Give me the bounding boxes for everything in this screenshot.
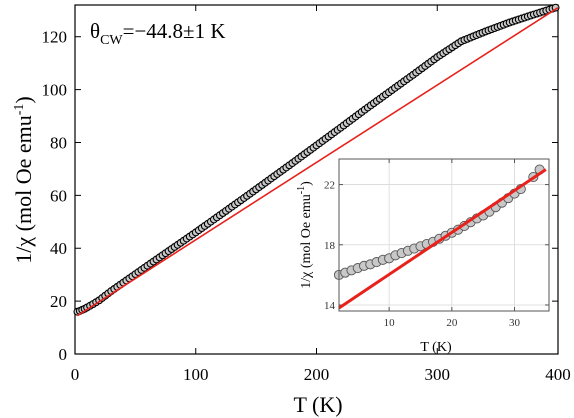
- main-x-tick-label: 100: [183, 365, 209, 384]
- theta-subscript: CW: [100, 33, 123, 48]
- main-y-axis-title: 1/χ (mol Oe emu-1): [11, 96, 36, 263]
- inset-grid: [339, 159, 549, 311]
- inset-x-axis-title: T (K): [420, 340, 452, 355]
- curie-weiss-annotation: θCW=−44.8±1 K: [90, 19, 226, 48]
- inset-fit-line: [338, 168, 547, 310]
- main-x-axis-title: T (K): [293, 392, 342, 417]
- main-x-tick-label: 200: [304, 365, 330, 384]
- main-y-axis-title-suffix: ): [11, 96, 36, 103]
- main-fit-line: [76, 6, 559, 317]
- inset-y-axis-title-suffix: ): [299, 181, 314, 186]
- inset-y-tick-label: 22: [324, 180, 335, 192]
- main-x-tick-label: 400: [545, 365, 571, 384]
- inset-plot-frame-border: [338, 158, 550, 312]
- main-x-tick-label: 0: [71, 365, 80, 384]
- inset-y-axis-title: 1/χ (mol Oe emu-1): [296, 181, 314, 289]
- inset-y-tick-label: 14: [324, 300, 336, 312]
- inset-y-axis-title-main: 1/χ (mol Oe emu: [299, 194, 314, 288]
- inset-data-marks: [333, 164, 547, 310]
- main-y-tick-label: 120: [42, 28, 68, 47]
- theta-value: =−44.8±1 K: [123, 19, 226, 43]
- main-x-tick-label: 300: [425, 365, 451, 384]
- theta-symbol: θ: [90, 19, 100, 43]
- main-y-tick-label: 20: [50, 292, 67, 311]
- main-y-tick-label: 0: [59, 345, 68, 364]
- main-y-tick-label: 80: [50, 133, 67, 152]
- main-y-tick-label: 40: [50, 239, 67, 258]
- inset-x-tick-label: 10: [384, 317, 396, 329]
- main-y-axis-title-superscript: -1: [12, 104, 27, 116]
- inset-y-axis-title-superscript: -1: [296, 186, 307, 194]
- inset-x-tick-label: 20: [446, 317, 458, 329]
- main-axis-ticks: 0 100 200 300 400 0 20 40 60 80 100 120: [42, 5, 571, 384]
- inset-x-tick-label: 30: [509, 317, 521, 329]
- inset-axis-ticks: 10 20 30 14 18 22: [324, 159, 549, 329]
- inset-y-tick-label: 18: [324, 240, 336, 252]
- main-y-tick-label: 60: [50, 186, 67, 205]
- main-data-marks: [73, 3, 560, 317]
- main-y-axis-title-main: 1/χ (mol Oe emu: [11, 115, 36, 263]
- main-y-tick-label: 100: [42, 81, 68, 100]
